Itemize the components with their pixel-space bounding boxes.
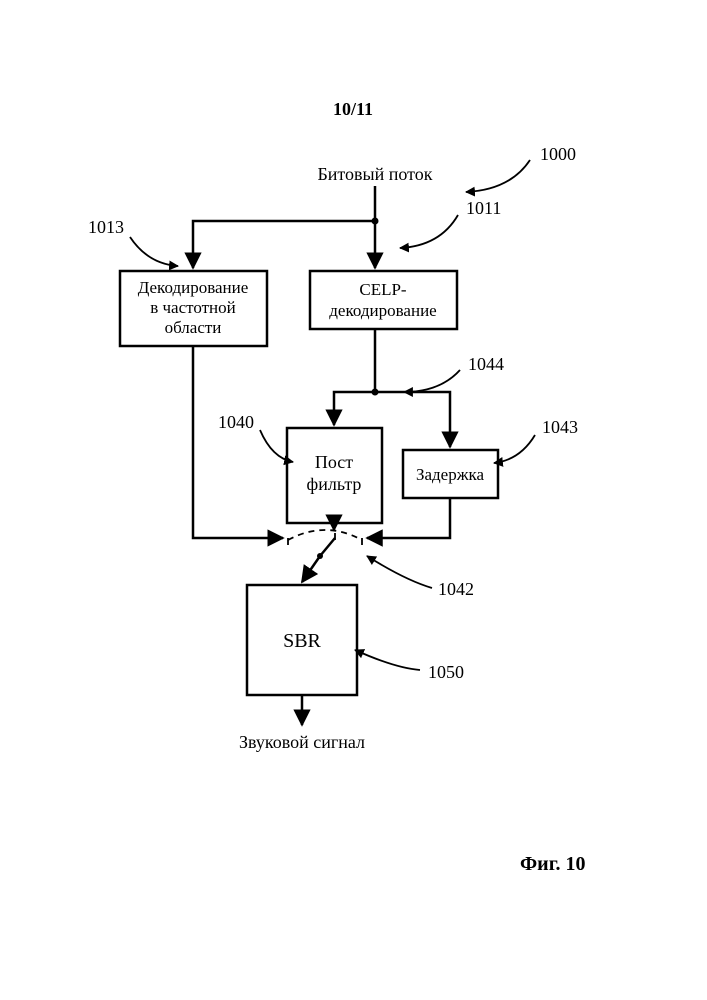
leader-1042 — [367, 556, 432, 588]
leader-1013 — [130, 237, 178, 266]
freq-decode-block: Декодирование в частотной области — [120, 271, 267, 346]
ref-1000: 1000 — [540, 144, 576, 164]
figure-caption: Фиг. 10 — [520, 853, 586, 875]
leader-1000 — [466, 160, 530, 192]
page-number: 10/11 — [333, 99, 373, 119]
freq-decode-line1: Декодирование — [138, 278, 249, 297]
delay-line1: Задержка — [416, 465, 485, 484]
postfilter-block: Пост фильтр — [287, 428, 382, 523]
ref-1040: 1040 — [218, 412, 254, 432]
ref-1042: 1042 — [438, 579, 474, 599]
freq-decode-line3: области — [165, 318, 222, 337]
postfilter-line2: фильтр — [307, 474, 362, 494]
celp-line1: CELP- — [359, 280, 407, 299]
ref-1011: 1011 — [466, 198, 501, 218]
ref-1044: 1044 — [468, 354, 504, 374]
sbr-line1: SBR — [283, 630, 321, 652]
switch — [288, 530, 362, 559]
ref-1043: 1043 — [542, 417, 578, 437]
leader-1011 — [400, 215, 458, 248]
leader-1050 — [355, 650, 420, 670]
sbr-block: SBR — [247, 585, 357, 695]
celp-line2: декодирование — [329, 301, 436, 320]
ref-1050: 1050 — [428, 662, 464, 682]
celp-decode-block: CELP- декодирование — [310, 271, 457, 329]
input-label: Битовый поток — [317, 164, 432, 184]
leader-1043 — [494, 435, 535, 463]
delay-block: Задержка — [403, 450, 498, 498]
ref-1013: 1013 — [88, 217, 124, 237]
freq-decode-line2: в частотной — [150, 298, 236, 317]
postfilter-line1: Пост — [315, 452, 353, 472]
output-label: Звуковой сигнал — [239, 732, 365, 752]
leader-1044 — [404, 370, 460, 392]
